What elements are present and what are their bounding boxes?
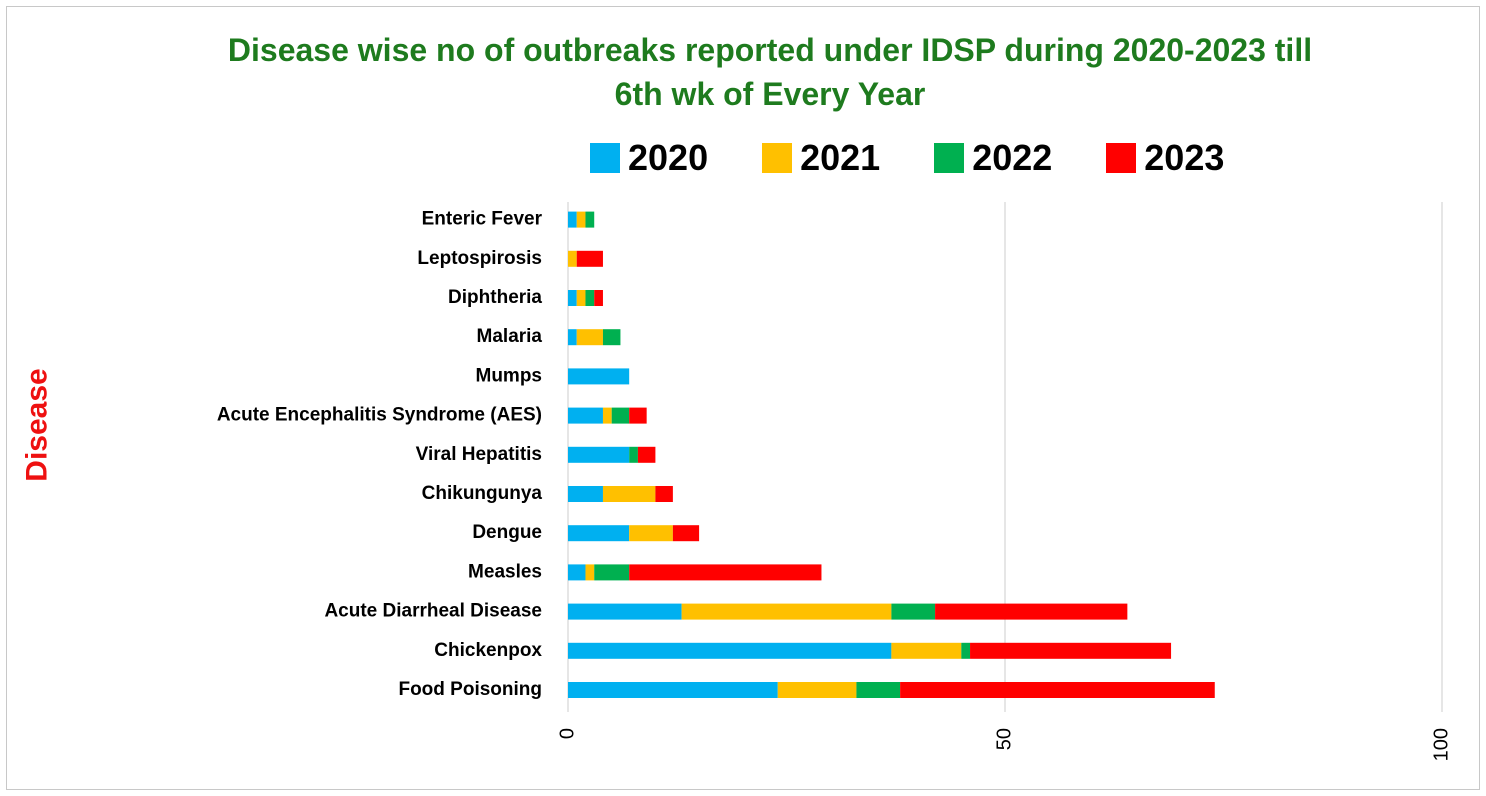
legend-item-2023: 2023 bbox=[1106, 138, 1224, 178]
category-label: Malaria bbox=[477, 326, 543, 347]
legend-label-2022: 2022 bbox=[972, 137, 1053, 178]
bar-segment-2023 bbox=[629, 564, 822, 581]
bar-segment-2020 bbox=[568, 682, 778, 698]
bar-segment-2021 bbox=[602, 407, 612, 424]
bar-segment-2021 bbox=[585, 564, 595, 581]
bar-segment-2021 bbox=[681, 603, 892, 620]
bar-segment-2021 bbox=[568, 250, 577, 267]
legend-swatch-2021 bbox=[762, 143, 793, 173]
legend-item-2021: 2021 bbox=[762, 138, 880, 178]
bar-segment-2020 bbox=[568, 290, 577, 306]
bar-segment-2022 bbox=[594, 564, 630, 581]
bar-segment-2022 bbox=[891, 603, 936, 620]
category-label: Acute Diarrheal Disease bbox=[324, 601, 542, 622]
legend-label-2023: 2023 bbox=[1144, 137, 1225, 178]
category-label: Food Poisoning bbox=[398, 679, 542, 700]
legend-label-2021: 2021 bbox=[800, 137, 881, 178]
legend-item-2022: 2022 bbox=[934, 138, 1052, 178]
bar-segment-2023 bbox=[970, 642, 1172, 659]
category-label: Acute Encephalitis Syndrome (AES) bbox=[217, 405, 542, 426]
category-label: Dengue bbox=[472, 522, 542, 543]
bar-segment-2021 bbox=[891, 642, 962, 659]
bar-segment-2022 bbox=[585, 211, 595, 228]
chart-title: Disease wise no of outbreaks reported un… bbox=[227, 32, 1313, 112]
x-tick-label: 0 bbox=[556, 728, 578, 739]
bar-segment-2023 bbox=[594, 290, 603, 306]
bar-segment-2020 bbox=[568, 368, 630, 385]
bar-segment-2022 bbox=[611, 407, 630, 424]
bar-segment-2023 bbox=[655, 486, 673, 502]
bar-segment-2022 bbox=[602, 329, 621, 346]
legend-swatch-2020 bbox=[590, 143, 620, 173]
bar-segment-2023 bbox=[637, 446, 656, 463]
category-label: Enteric Fever bbox=[422, 209, 543, 230]
legend-swatch-2022 bbox=[934, 143, 965, 173]
x-tick-label: 100 bbox=[1430, 728, 1452, 761]
bar-segment-2020 bbox=[568, 446, 630, 463]
bar-segment-2020 bbox=[568, 642, 892, 659]
chart-frame bbox=[6, 6, 1480, 790]
bar-segment-2021 bbox=[576, 211, 586, 228]
bar-segment-2021 bbox=[602, 486, 656, 502]
category-label: Measles bbox=[468, 561, 542, 582]
bar-segment-2023 bbox=[672, 525, 700, 542]
bar-segment-2021 bbox=[576, 290, 586, 306]
category-label: Mumps bbox=[476, 365, 543, 386]
bar-segment-2021 bbox=[629, 525, 673, 542]
bar-segment-2022 bbox=[629, 446, 638, 463]
legend: 2020 2021 2022 2023 bbox=[590, 138, 1278, 178]
bar-segment-2022 bbox=[961, 642, 971, 659]
legend-label-2020: 2020 bbox=[628, 137, 709, 178]
bar-segment-2021 bbox=[777, 682, 857, 698]
x-tick-label: 50 bbox=[993, 728, 1015, 750]
bar-segment-2023 bbox=[576, 250, 603, 267]
bar-segment-2020 bbox=[568, 486, 603, 502]
category-label: Chickenpox bbox=[434, 640, 542, 661]
bar-segment-2020 bbox=[568, 211, 577, 228]
category-label: Diphtheria bbox=[448, 287, 542, 308]
bar-segment-2022 bbox=[856, 682, 901, 698]
bar-segment-2022 bbox=[585, 290, 595, 306]
bar-segment-2021 bbox=[576, 329, 603, 346]
category-label: Leptospirosis bbox=[417, 248, 542, 269]
bar-segment-2020 bbox=[568, 564, 586, 581]
bar-segment-2023 bbox=[935, 603, 1128, 620]
bar-segment-2023 bbox=[629, 407, 647, 424]
bar-segment-2020 bbox=[568, 525, 630, 542]
category-label: Chikungunya bbox=[422, 483, 543, 504]
bar-segment-2020 bbox=[568, 329, 577, 346]
legend-swatch-2023 bbox=[1106, 143, 1137, 173]
legend-item-2020: 2020 bbox=[590, 138, 708, 178]
bar-segment-2023 bbox=[900, 682, 1215, 698]
bar-segment-2020 bbox=[568, 407, 603, 424]
bar-segment-2020 bbox=[568, 603, 682, 620]
category-label: Viral Hepatitis bbox=[416, 444, 542, 465]
